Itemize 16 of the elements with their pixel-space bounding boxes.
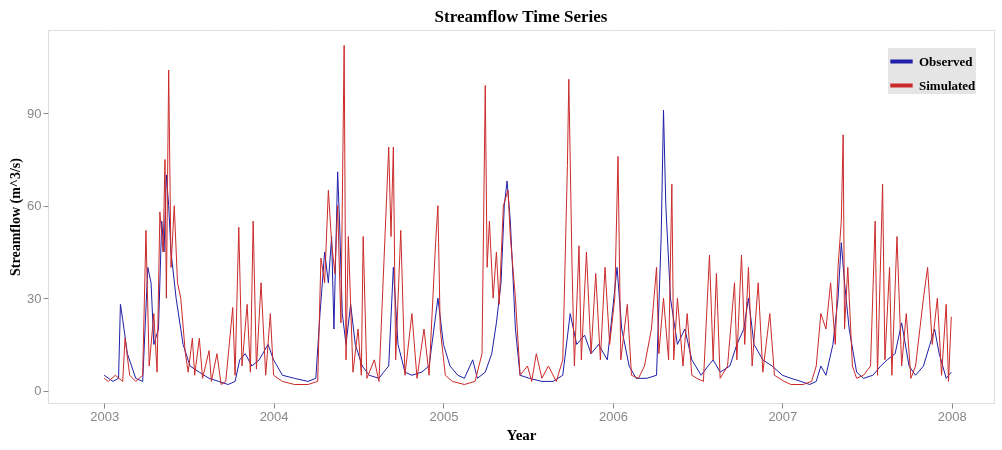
x-tick-label: 2006 (598, 408, 628, 424)
x-tick-label: 2004 (259, 408, 289, 424)
legend-label: Simulated (919, 77, 977, 93)
x-tick-label: 2008 (937, 408, 967, 424)
y-tick-label: 0 (34, 383, 42, 399)
y-tick-label: 90 (27, 105, 42, 121)
chart-title: Streamflow Time Series (434, 7, 608, 26)
y-axis-title: Streamflow (m^3/s) (8, 157, 25, 276)
x-axis-title: Year (506, 426, 537, 443)
x-tick-label: 2005 (429, 408, 459, 424)
x-tick-label: 2007 (768, 408, 798, 424)
x-tick-label: 2003 (90, 408, 120, 424)
y-tick-label: 60 (27, 198, 42, 214)
y-tick-label: 30 (27, 290, 42, 306)
legend-label: Observed (919, 53, 974, 69)
line-series (103, 109, 952, 385)
